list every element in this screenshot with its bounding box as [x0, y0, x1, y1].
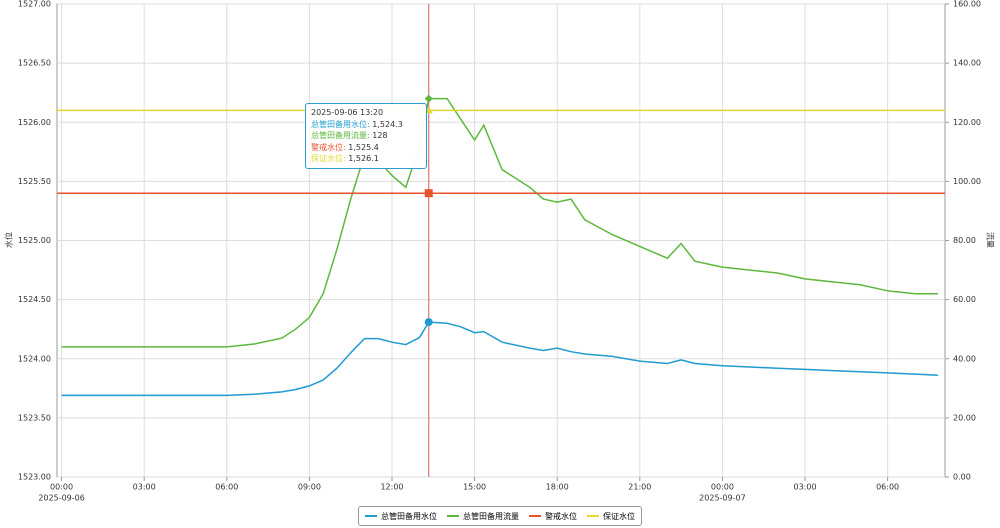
x-tick-label: 00:00 [711, 483, 734, 492]
x-tick-label: 06:00 [876, 483, 899, 492]
y-tick-label: 1523.50 [18, 413, 51, 422]
legend-swatch [587, 515, 599, 517]
series-line [61, 97, 939, 348]
legend-label: 保证水位 [603, 511, 635, 521]
y2-tick-label: 60.00 [953, 295, 976, 304]
x-tick-label: 18:00 [546, 483, 569, 492]
tooltip-row: 总管田备用流量: 128 [311, 130, 421, 142]
tooltip-value: 1,526.1 [348, 154, 379, 163]
tooltip-title: 2025-09-06 13:20 [311, 108, 384, 117]
legend-label: 警戒水位 [545, 511, 577, 521]
cursor-marker [424, 318, 433, 327]
y-tick-label: 1527.00 [18, 0, 51, 9]
tooltip-value: 1,524.3 [372, 119, 403, 129]
legend-swatch [529, 515, 541, 517]
y2-tick-label: 120.00 [953, 118, 981, 127]
legend-item: 保证水位 [587, 511, 635, 522]
y2-tick-label: 40.00 [953, 354, 976, 363]
y-tick-label: 1526.00 [18, 118, 51, 127]
y2-tick-label: 100.00 [953, 177, 981, 186]
y-axis-title: 水位 [4, 232, 14, 248]
x-date-label: 2025-09-07 [699, 494, 746, 503]
y-tick-label: 1526.50 [18, 59, 51, 68]
x-tick-label: 03:00 [793, 483, 816, 492]
tooltip-label: 总管田备用水位: [311, 119, 370, 129]
x-tick-label: 00:00 [50, 483, 73, 492]
y2-tick-label: 20.00 [953, 413, 976, 422]
tooltip-row: 警戒水位: 1,525.4 [311, 142, 421, 154]
y2-tick-label: 160.00 [953, 0, 981, 9]
legend-swatch [365, 515, 377, 517]
cursor-marker [424, 189, 433, 198]
y-tick-label: 1524.50 [18, 295, 51, 304]
legend-item: 警戒水位 [529, 511, 577, 522]
legend-swatch [447, 515, 459, 517]
x-tick-label: 21:00 [628, 483, 651, 492]
legend: 总管田备用水位 总管田备用流量 警戒水位 保证水位 [358, 506, 642, 526]
tooltip-row: 保证水位: 1,526.1 [311, 153, 421, 165]
legend-item: 总管田备用流量 [447, 511, 519, 522]
x-tick-label: 09:00 [298, 483, 321, 492]
tooltip-value: 128 [372, 131, 388, 140]
tooltip: 2025-09-06 13:20 总管田备用水位: 1,524.3 总管田备用流量… [305, 103, 427, 169]
tooltip-row: 总管田备用水位: 1,524.3 [311, 119, 421, 131]
x-tick-label: 12:00 [380, 483, 403, 492]
x-tick-label: 06:00 [215, 483, 238, 492]
tooltip-label: 保证水位: [311, 154, 346, 163]
cursor-marker [424, 94, 433, 103]
y2-tick-label: 140.00 [953, 59, 981, 68]
x-date-label: 2025-09-06 [38, 494, 85, 503]
series-line [61, 321, 939, 397]
y2-axis-title: 流量 [986, 232, 996, 248]
y-tick-label: 1523.00 [18, 473, 51, 482]
y-tick-label: 1524.00 [18, 354, 51, 363]
tooltip-value: 1,525.4 [348, 142, 379, 152]
y-tick-label: 1525.50 [18, 177, 51, 186]
y2-tick-label: 80.00 [953, 236, 976, 245]
tooltip-label: 警戒水位: [311, 142, 346, 152]
tooltip-label: 总管田备用流量: [311, 131, 370, 140]
legend-label: 总管田备用水位 [381, 511, 437, 521]
legend-label: 总管田备用流量 [463, 511, 519, 521]
x-tick-label: 15:00 [463, 483, 486, 492]
legend-item: 总管田备用水位 [365, 511, 437, 522]
x-tick-label: 03:00 [133, 483, 156, 492]
y2-tick-label: 0.00 [953, 473, 971, 482]
y-tick-label: 1525.00 [18, 236, 51, 245]
